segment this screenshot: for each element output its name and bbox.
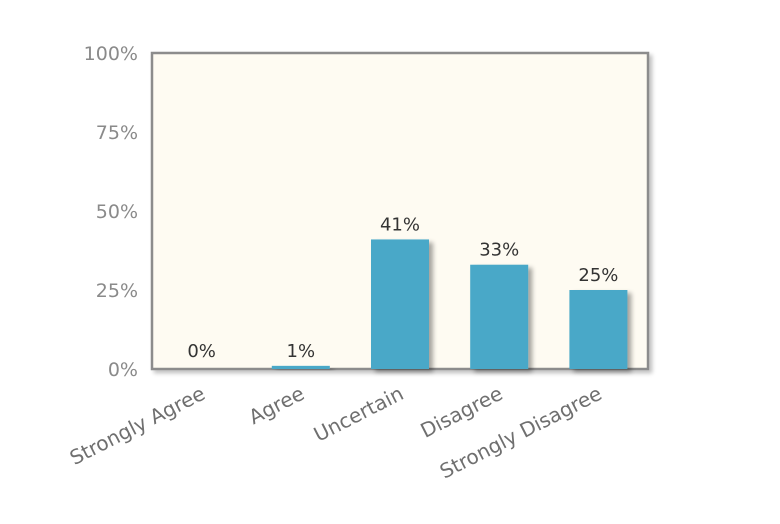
bar-strongly-disagree (569, 290, 628, 369)
x-tick-label: Strongly Disagree (436, 381, 606, 483)
y-tick-label: 0% (108, 359, 138, 381)
x-tick-label: Uncertain (310, 381, 407, 446)
x-axis: Strongly Agree Agree Uncertain DisagreeStro… (66, 381, 606, 483)
data-label: 0% (187, 341, 216, 362)
bar-disagree (470, 264, 529, 369)
y-tick-label: 50% (96, 201, 138, 223)
x-tick-label: Agree (245, 381, 308, 429)
bar-agree (271, 365, 330, 369)
bar-uncertain (371, 239, 429, 369)
bars (271, 239, 628, 369)
y-tick-label: 25% (96, 280, 138, 302)
data-label: 25% (578, 265, 618, 286)
y-tick-label: 75% (96, 122, 138, 144)
data-label: 33% (479, 240, 519, 261)
y-axis: 0% 25% 50% 75% 100% (84, 43, 138, 381)
x-tick-label: Strongly Agree (66, 381, 209, 470)
data-labels: 0% 1% 41% 33% 25% (187, 214, 618, 362)
y-tick-label: 100% (84, 43, 138, 65)
data-label: 41% (380, 214, 420, 235)
data-label: 1% (287, 341, 316, 362)
